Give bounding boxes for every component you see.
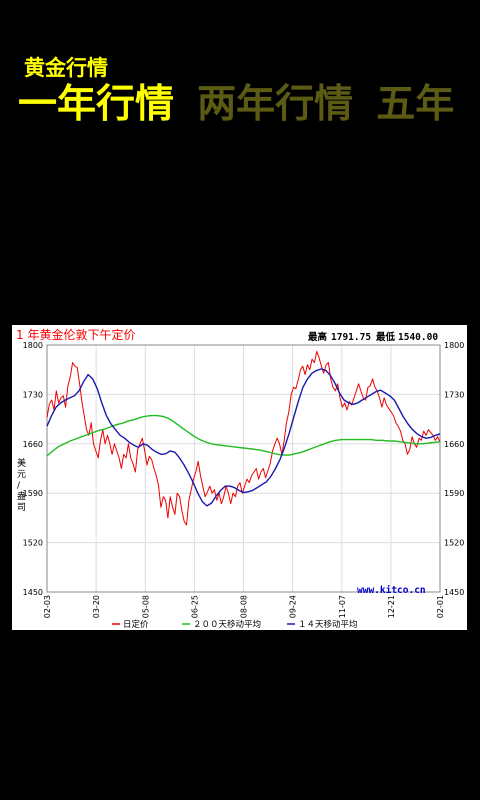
y-axis-label: 美元/盎司: [17, 457, 26, 513]
y-axis-label-char: /: [17, 481, 21, 491]
stat-high-label: 最高: [308, 331, 328, 343]
y-tick-label: 1730: [23, 390, 43, 399]
chart-legend: 日定价 ２００天移动平均 １４天移动平均: [112, 619, 358, 630]
x-tick-label: 06-25: [190, 595, 199, 618]
tab-one-year[interactable]: 一年行情: [18, 82, 175, 127]
y-axis-label-char: 司: [17, 502, 26, 513]
stat-low-value: 1540.00: [398, 332, 438, 343]
x-tick-label: 05-08: [141, 595, 150, 618]
period-tabs: 一年行情 两年行情 五年: [18, 80, 472, 130]
x-tick-label: 02-03: [43, 595, 52, 618]
chart-stats: 最高 1791.75 最低 1540.00: [308, 331, 438, 343]
y-tick-label-right: 1800: [444, 341, 464, 350]
plot-frame: [46, 344, 441, 593]
y-axis-label-char: 盎: [17, 490, 26, 502]
y-tick-label: 1800: [23, 341, 43, 350]
series-line-3: [46, 368, 441, 507]
x-tick-label: 03-20: [92, 595, 101, 618]
x-tick-label: 08-08: [240, 595, 249, 618]
stat-high-value: 1791.75: [331, 332, 371, 343]
y-tick-label: 1590: [23, 489, 43, 498]
legend-label: 日定价: [123, 619, 149, 630]
gold-price-chart: 1 年黄金伦敦下午定价 最高 1791.75 最低 1540.00 www.ki…: [12, 325, 467, 630]
x-axis: 02-03 03-20 05-08 06-25 08-08 09-24 11-07 12-21…: [43, 595, 445, 618]
chart-series: [46, 350, 441, 526]
y-tick-label-right: 1450: [444, 588, 464, 597]
y-tick-label-right: 1520: [444, 539, 464, 548]
x-tick-label: 02-01: [436, 595, 445, 618]
tab-two-year[interactable]: 两年行情: [197, 82, 354, 127]
y-tick-label: 1450: [23, 588, 43, 597]
page-title: 黄金行情: [24, 56, 108, 80]
tab-five-year[interactable]: 五年: [376, 82, 455, 127]
x-tick-label: 11-07: [338, 595, 347, 618]
y-tick-label-right: 1730: [444, 390, 464, 399]
y-axis-right: 1800 1730 1660 1590 1520 1450: [444, 341, 464, 597]
x-tick-label: 12-21: [387, 595, 396, 618]
y-tick-label: 1520: [23, 539, 43, 548]
y-tick-label-right: 1660: [444, 440, 464, 449]
y-axis-left: 1800 1730 1660 1590 1520 1450: [23, 341, 43, 597]
y-axis-label-char: 美: [17, 457, 26, 469]
stat-low-label: 最低: [376, 331, 396, 343]
y-axis-label-char: 元: [17, 470, 26, 480]
series-line-1: [46, 350, 441, 526]
y-tick-label: 1660: [23, 440, 43, 449]
chart-title: 1 年黄金伦敦下午定价: [16, 327, 135, 342]
source-link[interactable]: www.kitco.cn: [357, 585, 426, 596]
chart-svg: 1 年黄金伦敦下午定价 最高 1791.75 最低 1540.00 www.ki…: [12, 325, 467, 630]
legend-label: １４天移动平均: [298, 619, 358, 630]
x-tick-label: 09-24: [289, 595, 298, 618]
y-tick-label-right: 1590: [444, 489, 464, 498]
legend-label: ２００天移动平均: [193, 619, 261, 630]
